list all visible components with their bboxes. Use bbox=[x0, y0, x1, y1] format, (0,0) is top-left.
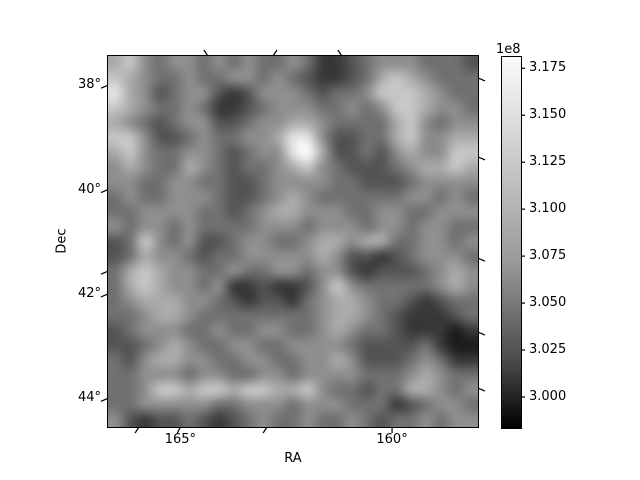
colorbar-tick-label: 3.075 bbox=[529, 248, 567, 264]
y-tick-label: 44° bbox=[77, 390, 101, 406]
y-tick-label: 42° bbox=[77, 285, 101, 301]
x-tick-label: 165° bbox=[164, 432, 197, 447]
right-frame-tick bbox=[477, 331, 486, 336]
x-tick-label: 160° bbox=[376, 432, 408, 447]
y-axis-label: Dec bbox=[54, 228, 70, 254]
x-axis-label: RA bbox=[284, 451, 302, 466]
colorbar-tick-label: 3.000 bbox=[529, 389, 567, 404]
y-tick-label: 38° bbox=[77, 77, 101, 93]
colorbar-tick-label: 3.100 bbox=[529, 201, 567, 217]
y-tick-label: 40° bbox=[77, 181, 101, 197]
colorbar-gradient bbox=[502, 57, 521, 428]
colorbar-tick-label: 3.150 bbox=[529, 107, 567, 123]
colorbar-offset-label: 1e8 bbox=[496, 42, 521, 57]
colorbar-tick-label: 3.125 bbox=[529, 154, 567, 170]
colorbar-tick-label: 3.175 bbox=[529, 60, 567, 76]
right-frame-tick bbox=[477, 257, 486, 262]
plot-frame bbox=[107, 55, 479, 428]
right-frame-tick bbox=[477, 387, 486, 392]
colorbar bbox=[501, 56, 522, 429]
heatmap-image bbox=[108, 56, 478, 427]
right-frame-tick bbox=[477, 77, 486, 82]
right-frame-tick bbox=[477, 156, 486, 161]
colorbar-tick-label: 3.025 bbox=[529, 342, 567, 358]
colorbar-tick-label: 3.050 bbox=[529, 295, 567, 311]
